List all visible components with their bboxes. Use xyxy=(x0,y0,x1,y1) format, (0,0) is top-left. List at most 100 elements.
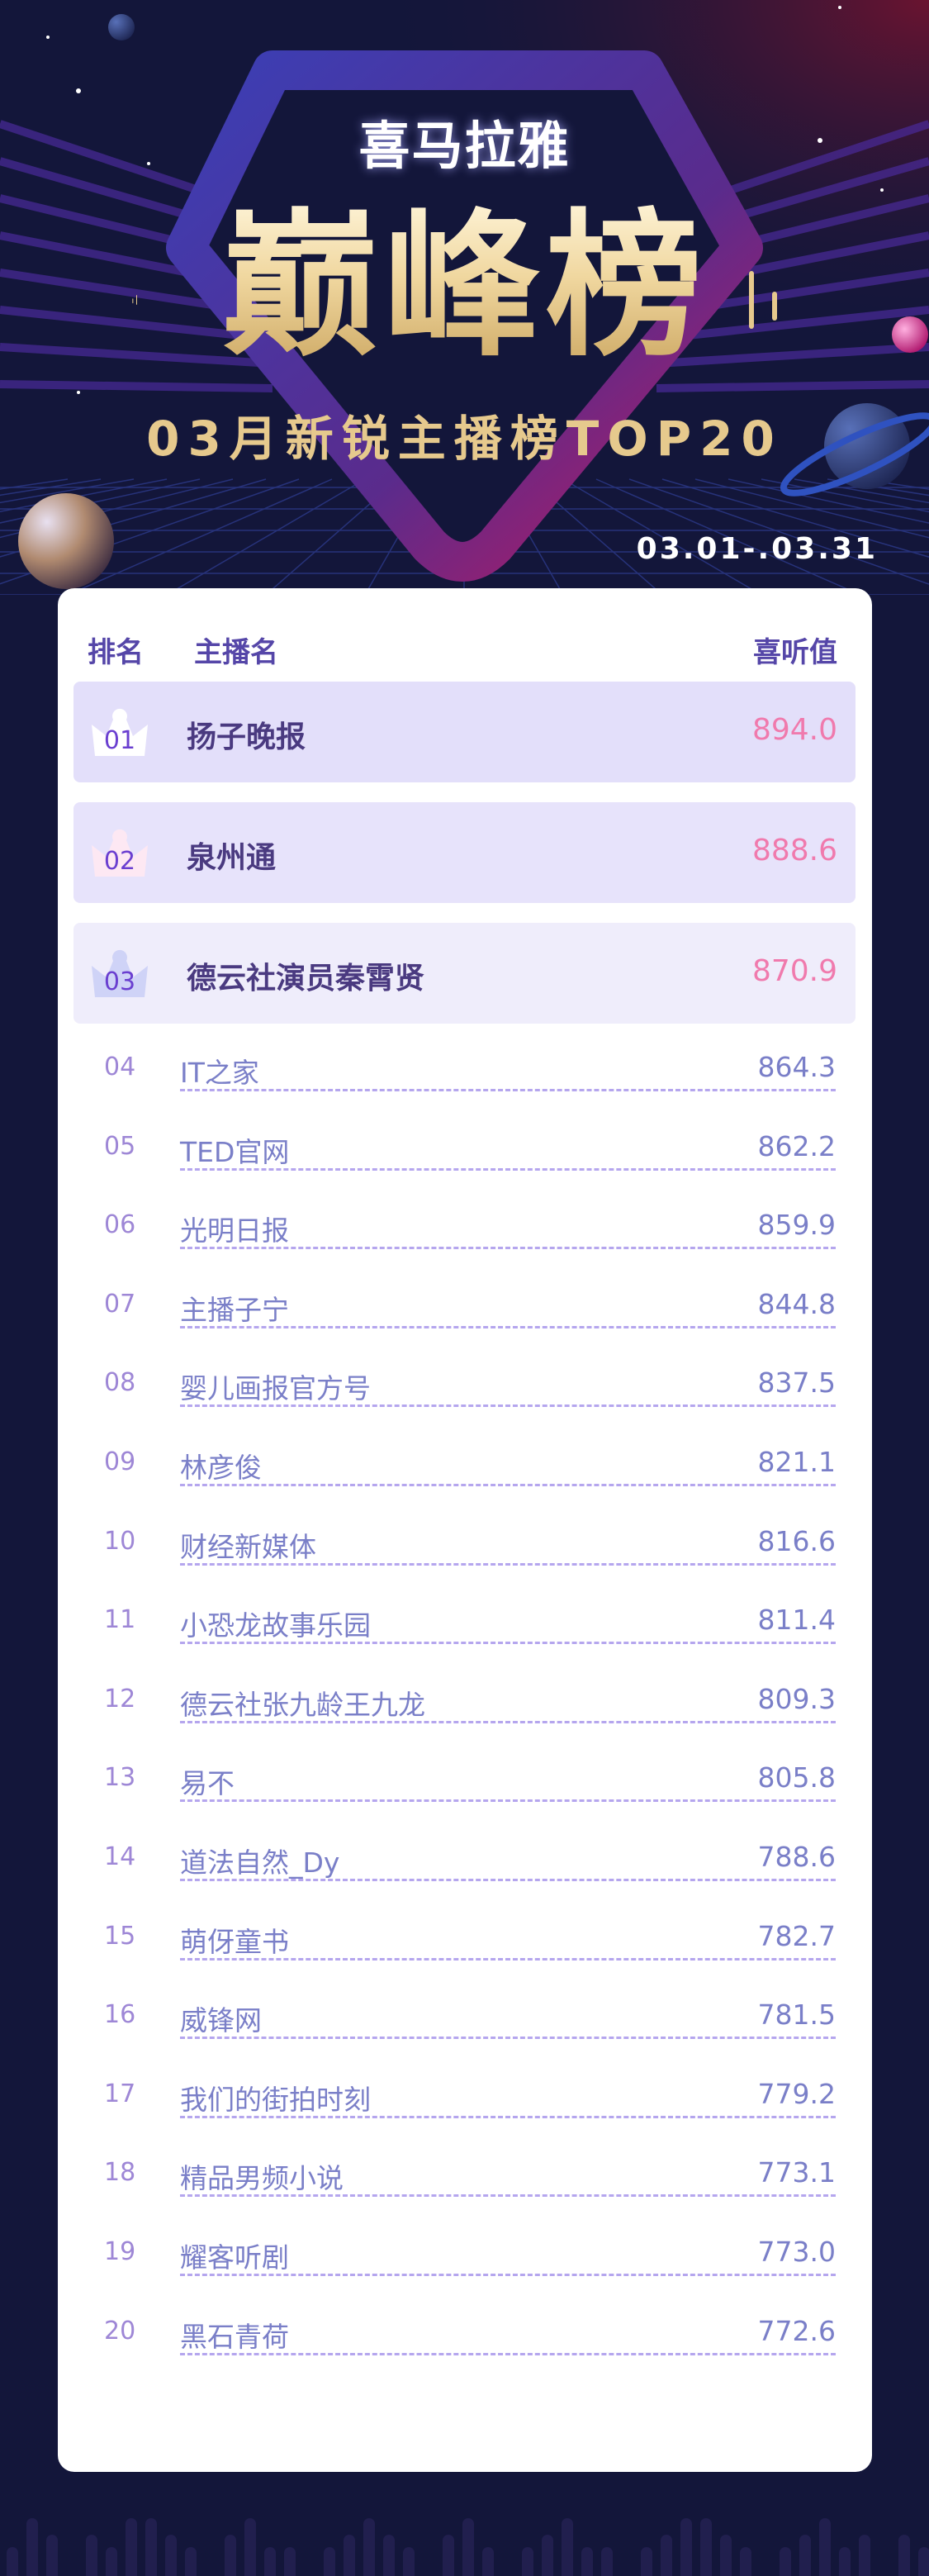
equalizer-decoration xyxy=(7,2518,929,2576)
top-rank-row[interactable]: 03 德云社演员秦霄贤 870.9 xyxy=(73,923,856,1024)
anchor-name: 耀客听剧 xyxy=(180,2241,289,2274)
anchor-name: 我们的街拍时刻 xyxy=(180,2083,371,2116)
row-divider xyxy=(180,1562,836,1566)
score-value: 864.3 xyxy=(757,1051,836,1083)
score-value: 870.9 xyxy=(751,954,837,988)
row-divider xyxy=(180,1957,836,1961)
top-rank-row[interactable]: 01 扬子晚报 894.0 xyxy=(73,682,856,782)
column-header-score: 喜听值 xyxy=(753,636,837,669)
score-value: 772.6 xyxy=(757,2314,836,2347)
anchor-name: 威锋网 xyxy=(180,2004,262,2037)
rank-number: 12 xyxy=(104,1684,136,1713)
row-divider xyxy=(180,2037,836,2040)
rank-number: 13 xyxy=(104,1763,136,1793)
table-row[interactable]: 12 德云社张九龄王九龙 809.3 xyxy=(58,1682,872,1764)
rank-number: 03 xyxy=(103,967,136,996)
rank-number: 01 xyxy=(103,726,136,755)
table-row[interactable]: 17 我们的街拍时刻 779.2 xyxy=(58,2077,872,2159)
score-value: 773.1 xyxy=(757,2156,836,2189)
anchor-name: 萌伢童书 xyxy=(180,1925,289,1958)
row-divider xyxy=(180,1879,836,1881)
row-divider xyxy=(180,2274,836,2276)
table-row[interactable]: 05 TED官网 862.2 xyxy=(58,1130,872,1211)
score-value: 773.0 xyxy=(757,2236,836,2268)
rank-number: 19 xyxy=(104,2237,136,2266)
row-divider xyxy=(180,1642,836,1645)
rank-number: 05 xyxy=(104,1131,136,1161)
table-row[interactable]: 09 林彦俊 821.1 xyxy=(58,1446,872,1527)
anchor-name: 主播子宁 xyxy=(180,1293,289,1326)
rank-number: 09 xyxy=(104,1447,136,1476)
row-divider xyxy=(180,1720,836,1723)
crown-icon: 01 xyxy=(88,701,151,758)
row-divider xyxy=(180,2115,836,2118)
table-row[interactable]: 10 财经新媒体 816.6 xyxy=(58,1525,872,1606)
anchor-name: 易不 xyxy=(180,1767,235,1800)
row-divider xyxy=(180,1799,836,1803)
page-subtitle: 03月新锐主播榜TOP20 xyxy=(146,411,783,467)
row-divider xyxy=(180,1247,836,1250)
table-row[interactable]: 20 黑石青荷 772.6 xyxy=(58,2314,872,2396)
anchor-name: IT之家 xyxy=(180,1057,259,1089)
anchor-name: 黑石青荷 xyxy=(180,2320,289,2353)
table-row[interactable]: 14 道法自然_Dy 788.6 xyxy=(58,1841,872,1922)
crown-icon: 02 xyxy=(88,822,151,878)
column-header-name: 主播名 xyxy=(194,636,278,669)
score-value: 888.6 xyxy=(751,834,837,867)
row-divider xyxy=(180,1484,836,1486)
anchor-name: 小恐龙故事乐园 xyxy=(180,1609,371,1642)
anchor-name: 德云社张九龄王九龙 xyxy=(180,1688,425,1721)
right-bars-decoration xyxy=(749,271,777,329)
anchor-name: 道法自然_Dy xyxy=(180,1846,340,1879)
row-divider xyxy=(180,2352,836,2355)
table-row[interactable]: 06 光明日报 859.9 xyxy=(58,1209,872,1290)
rank-number: 07 xyxy=(104,1289,136,1319)
score-value: 859.9 xyxy=(757,1209,836,1242)
score-value: 805.8 xyxy=(757,1761,836,1794)
score-value: 811.4 xyxy=(757,1604,836,1637)
anchor-name: TED官网 xyxy=(180,1135,290,1168)
crown-icon: 03 xyxy=(88,943,151,999)
score-value: 809.3 xyxy=(757,1682,836,1715)
anchor-name: 婴儿画报官方号 xyxy=(180,1372,371,1405)
rank-number: 15 xyxy=(104,1921,136,1951)
rank-number: 11 xyxy=(104,1605,136,1635)
table-row[interactable]: 04 IT之家 864.3 xyxy=(58,1051,872,1132)
anchor-name: 精品男频小说 xyxy=(180,2162,344,2195)
score-value: 788.6 xyxy=(757,1841,836,1873)
rank-number: 02 xyxy=(103,847,136,876)
left-bars-decoration xyxy=(132,295,137,305)
table-row[interactable]: 13 易不 805.8 xyxy=(58,1761,872,1842)
rank-number: 14 xyxy=(104,1842,136,1871)
score-value: 844.8 xyxy=(757,1287,836,1320)
table-row[interactable]: 08 婴儿画报官方号 837.5 xyxy=(58,1366,872,1447)
score-value: 779.2 xyxy=(757,2077,836,2110)
table-row[interactable]: 16 威锋网 781.5 xyxy=(58,1999,872,2079)
table-row[interactable]: 18 精品男频小说 773.1 xyxy=(58,2156,872,2237)
ximalaya-logo: 喜马拉雅 xyxy=(358,116,571,176)
score-value: 894.0 xyxy=(751,713,837,747)
table-row[interactable]: 15 萌伢童书 782.7 xyxy=(58,1919,872,2001)
anchor-name: 泉州通 xyxy=(187,841,277,875)
rank-number: 08 xyxy=(104,1368,136,1398)
date-range: 03.01-.03.31 xyxy=(636,532,878,566)
row-divider xyxy=(180,1167,836,1171)
page-title: 巅峰榜 xyxy=(0,192,929,382)
table-row[interactable]: 11 小恐龙故事乐园 811.4 xyxy=(58,1604,872,1685)
row-divider xyxy=(180,1325,836,1328)
rank-number: 20 xyxy=(104,2316,136,2345)
anchor-name: 德云社演员秦霄贤 xyxy=(187,962,425,996)
score-value: 837.5 xyxy=(757,1366,836,1400)
table-row[interactable]: 19 耀客听剧 773.0 xyxy=(58,2236,872,2317)
anchor-name: 扬子晚报 xyxy=(187,720,306,754)
rank-number: 18 xyxy=(104,2158,136,2188)
top-rank-row[interactable]: 02 泉州通 888.6 xyxy=(73,802,856,903)
anchor-name: 林彦俊 xyxy=(180,1452,262,1484)
rank-number: 04 xyxy=(104,1053,136,1081)
score-value: 781.5 xyxy=(757,1999,836,2032)
row-divider xyxy=(180,1089,836,1091)
score-value: 782.7 xyxy=(757,1919,836,1952)
ranking-card: 排名 主播名 喜听值 01 扬子晚报 894.0 02 泉州通 888.6 03 德… xyxy=(58,588,872,2472)
table-row[interactable]: 07 主播子宁 844.8 xyxy=(58,1287,872,1369)
rank-number: 17 xyxy=(104,2079,136,2108)
